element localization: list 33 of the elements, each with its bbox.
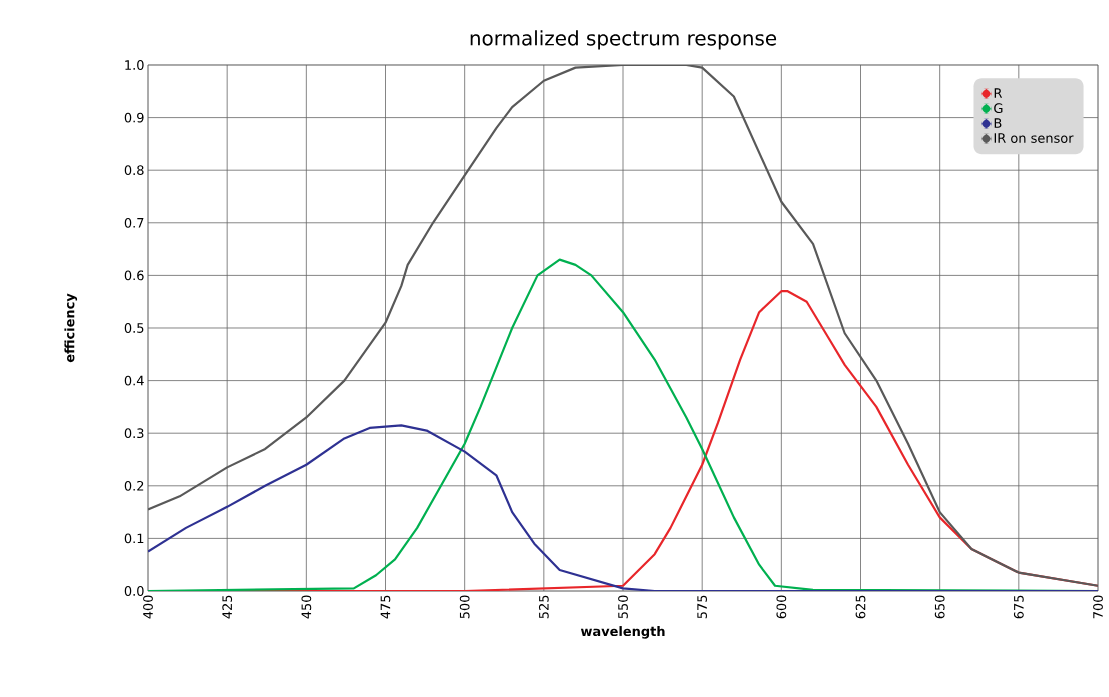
x-tick-label: 450 xyxy=(301,595,312,619)
y-tick-label: 0.7 xyxy=(124,217,144,228)
x-tick-label: 400 xyxy=(143,595,153,619)
y-tick-label: 0.4 xyxy=(124,375,144,386)
x-tick-label: 475 xyxy=(380,595,391,619)
x-tick-label: 425 xyxy=(222,595,233,619)
legend-label: R xyxy=(994,88,1003,98)
x-tick-label: 650 xyxy=(934,595,945,619)
x-tick-label: 550 xyxy=(618,595,628,619)
y-tick-label: 0.3 xyxy=(124,428,144,439)
x-tick-label: 600 xyxy=(776,595,787,619)
x-tick-label: 625 xyxy=(855,595,866,619)
legend-label: B xyxy=(994,118,1002,128)
x-tick-label: 675 xyxy=(1013,595,1024,619)
y-tick-label: 0.5 xyxy=(124,323,144,333)
line-series xyxy=(148,64,1099,587)
y-axis-title: efficiency xyxy=(64,293,78,363)
line-series xyxy=(148,424,1099,591)
y-tick-label: 0.1 xyxy=(124,533,144,544)
x-tick-label: 575 xyxy=(697,595,707,619)
y-tick-label: 0.2 xyxy=(124,480,144,491)
chart-title: normalized spectrum response xyxy=(470,30,777,50)
x-axis-title: wavelength xyxy=(580,626,665,639)
x-tick-label: 700 xyxy=(1093,595,1103,619)
y-tick-label: 0.0 xyxy=(124,586,144,596)
x-tick-label: 525 xyxy=(538,595,549,619)
y-tick-label: 1.0 xyxy=(125,60,144,70)
x-tick-label: 500 xyxy=(459,595,470,619)
y-tick-label: 0.6 xyxy=(124,270,144,281)
y-tick-label: 0.9 xyxy=(124,112,144,123)
legend-label: IR on sensor xyxy=(994,133,1074,143)
y-tick-label: 0.8 xyxy=(124,165,144,176)
legend-label: G xyxy=(994,103,1003,114)
